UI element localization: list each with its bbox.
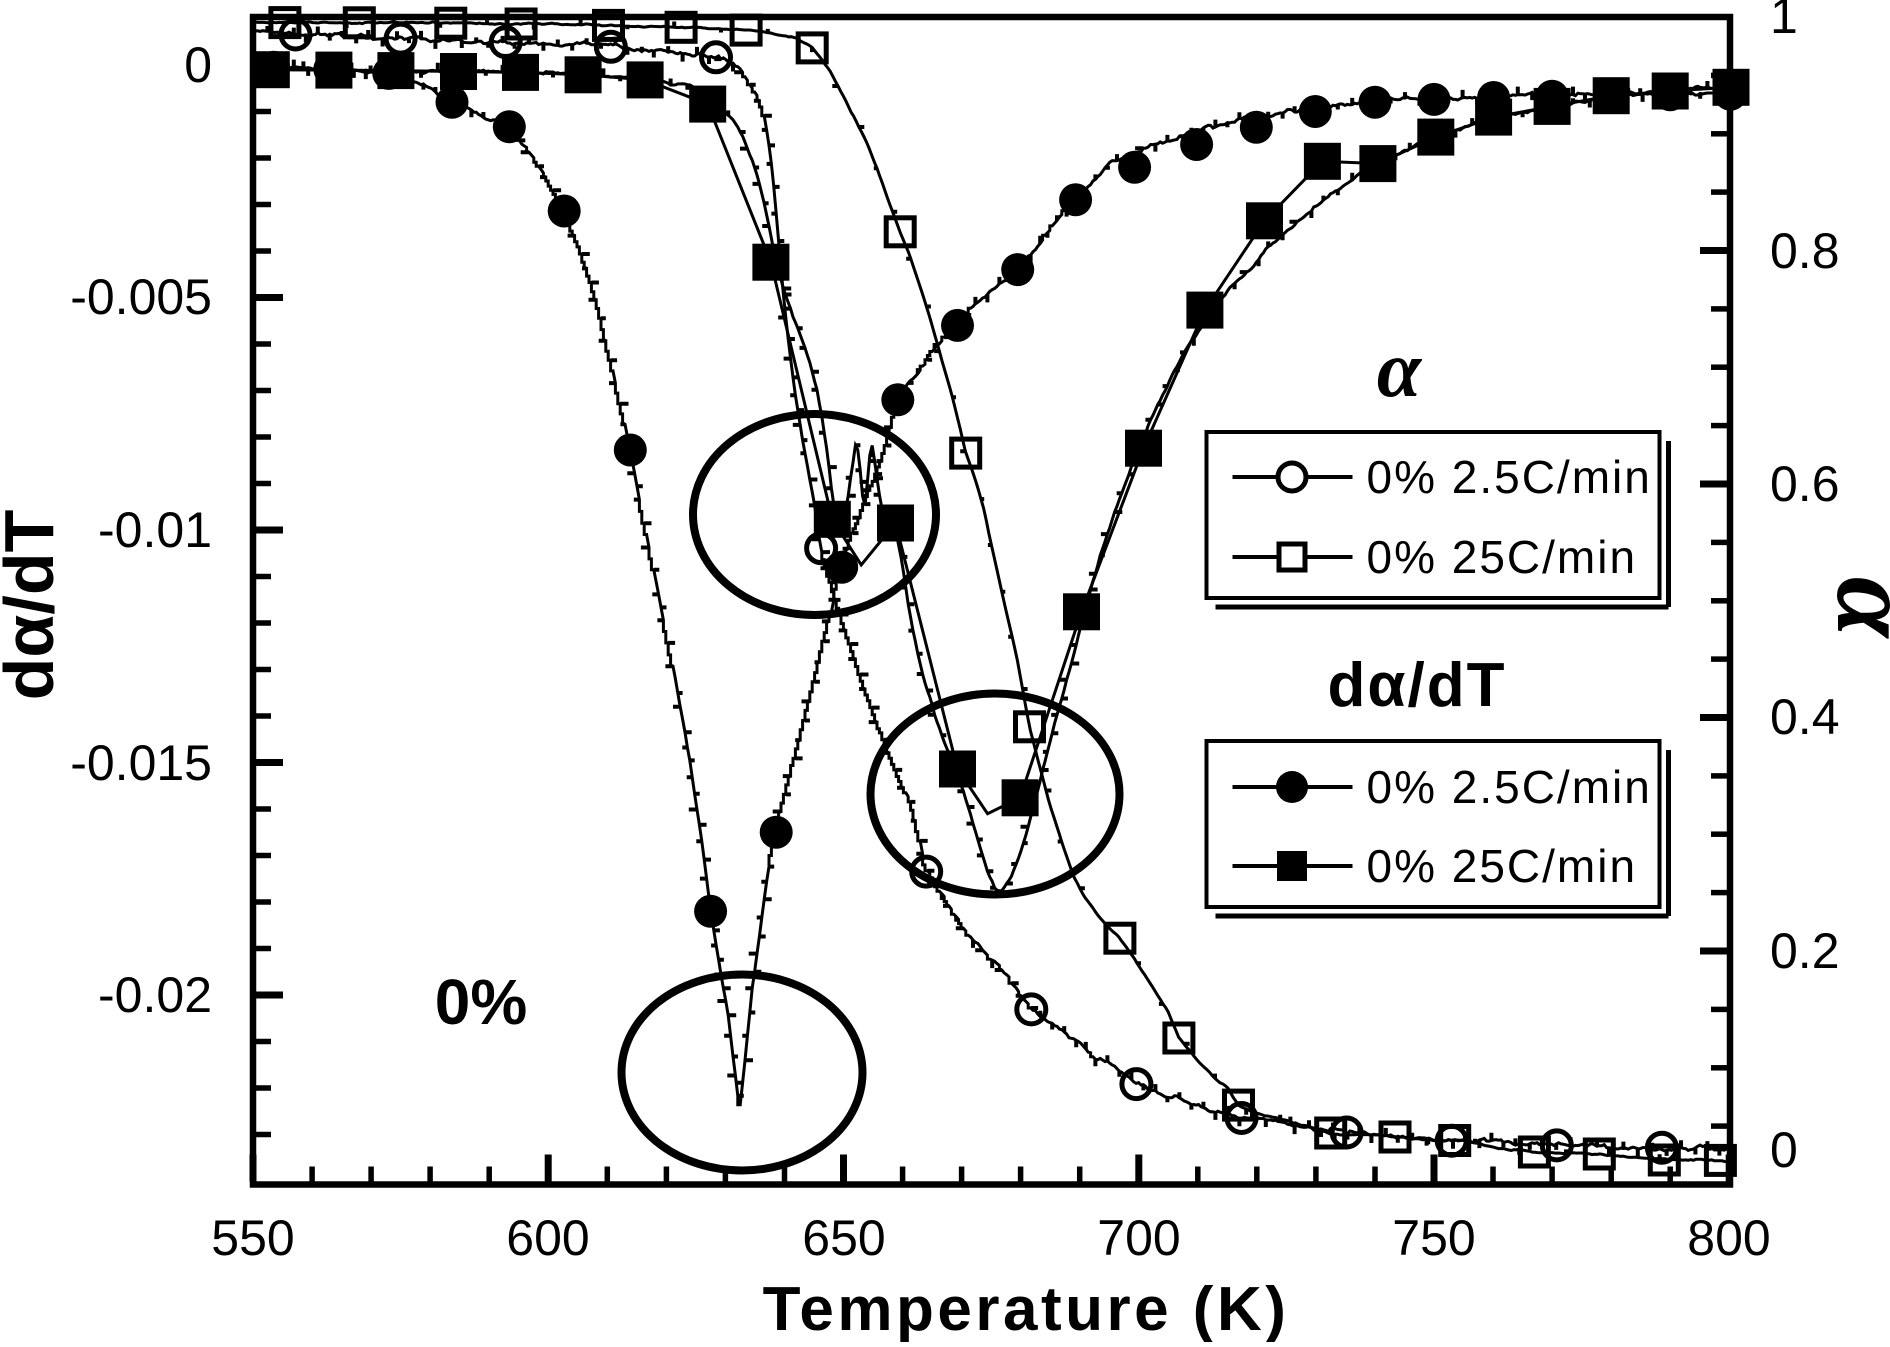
svg-text:dα/dT: dα/dT — [1328, 651, 1507, 720]
svg-text:0.4: 0.4 — [1770, 689, 1840, 745]
svg-text:0.2: 0.2 — [1770, 923, 1840, 979]
svg-text:800: 800 — [1687, 1210, 1770, 1266]
svg-text:-0.01: -0.01 — [98, 502, 212, 558]
svg-text:600: 600 — [506, 1210, 589, 1266]
svg-text:0% 2.5C/min: 0% 2.5C/min — [1367, 761, 1652, 813]
svg-text:0.6: 0.6 — [1770, 456, 1840, 512]
svg-text:0% 25C/min: 0% 25C/min — [1367, 531, 1638, 583]
svg-text:Temperature (K): Temperature (K) — [763, 1275, 1290, 1342]
svg-text:0: 0 — [1770, 1122, 1798, 1178]
svg-text:0: 0 — [184, 37, 212, 93]
svg-text:-0.015: -0.015 — [70, 735, 212, 791]
svg-text:1: 1 — [1770, 0, 1798, 44]
svg-text:0.8: 0.8 — [1770, 223, 1840, 279]
svg-text:700: 700 — [1097, 1210, 1180, 1266]
svg-text:dα/dT: dα/dT — [0, 510, 68, 701]
svg-text:-0.005: -0.005 — [70, 269, 212, 325]
svg-text:α: α — [1377, 326, 1423, 414]
svg-text:0% 25C/min: 0% 25C/min — [1367, 840, 1638, 892]
svg-text:550: 550 — [211, 1210, 294, 1266]
svg-text:750: 750 — [1392, 1210, 1475, 1266]
svg-text:-0.02: -0.02 — [98, 967, 212, 1023]
svg-text:0% 2.5C/min: 0% 2.5C/min — [1367, 451, 1652, 503]
svg-text:α: α — [1814, 577, 1890, 640]
svg-text:650: 650 — [802, 1210, 885, 1266]
svg-text:0%: 0% — [435, 966, 528, 1038]
